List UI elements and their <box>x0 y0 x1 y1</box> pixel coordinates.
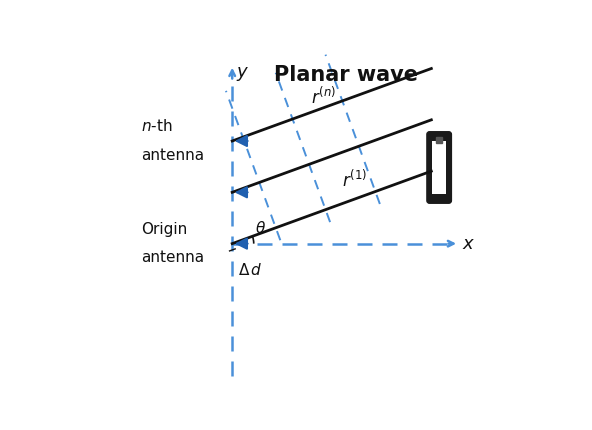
Text: $\Delta\,d$: $\Delta\,d$ <box>238 262 263 278</box>
Text: $n$-th: $n$-th <box>141 118 173 134</box>
Text: $x$: $x$ <box>462 235 475 253</box>
Text: $\theta$: $\theta$ <box>255 220 266 236</box>
Text: $r^{(n)}$: $r^{(n)}$ <box>311 86 336 108</box>
Text: Planar wave: Planar wave <box>275 65 419 85</box>
Text: antenna: antenna <box>141 250 204 265</box>
FancyBboxPatch shape <box>432 141 446 194</box>
FancyBboxPatch shape <box>427 132 452 203</box>
Text: antenna: antenna <box>141 147 204 163</box>
Text: Origin: Origin <box>141 222 188 237</box>
Text: $y$: $y$ <box>236 65 249 83</box>
Text: $r^{(1)}$: $r^{(1)}$ <box>342 170 367 191</box>
